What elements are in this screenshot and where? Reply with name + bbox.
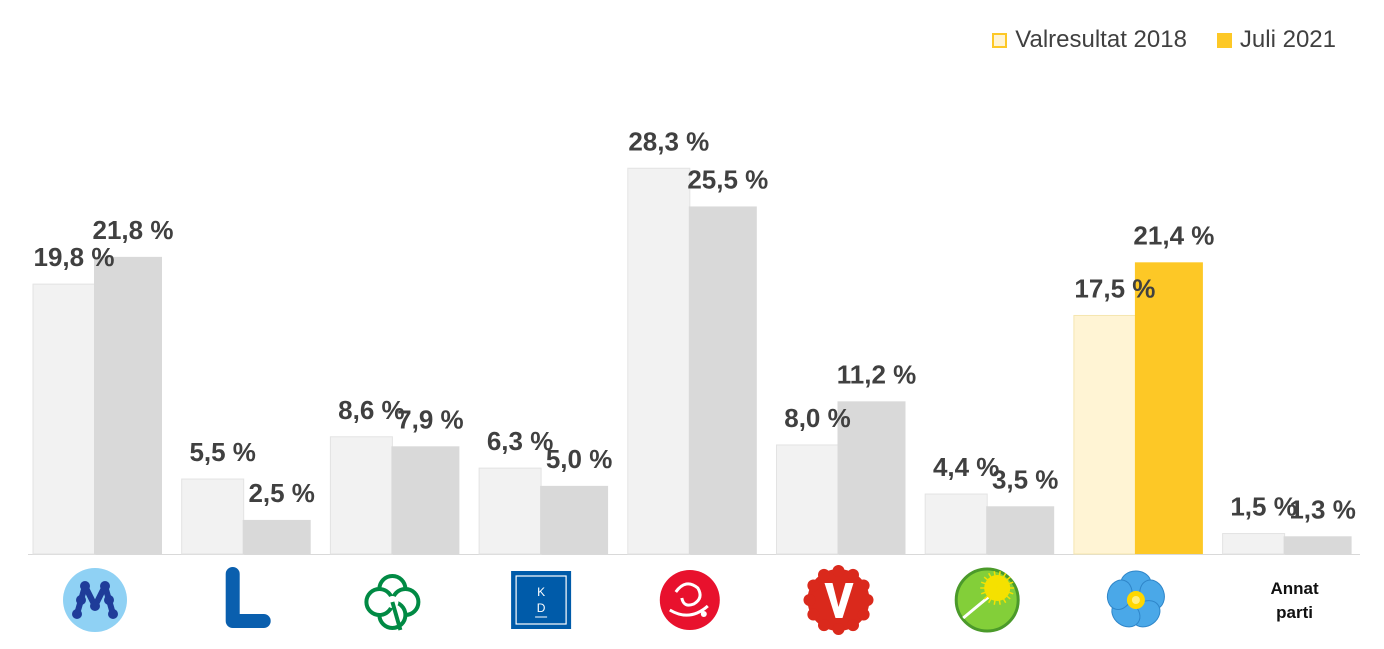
category-label-parti: parti [1276, 603, 1313, 622]
bar-juli-2021-3 [540, 485, 609, 554]
kristdemokraterna-logo-icon: KD [511, 571, 572, 629]
legend-swatch-juli-2021 [1216, 32, 1232, 48]
bar-group-4: 28,3 % 25,5 % [627, 126, 768, 555]
bar-group-8: 1,5 %1,3 % [1222, 492, 1356, 555]
bar-juli-2021-0 [94, 256, 162, 554]
bar-valresultat-2018-6 [924, 493, 988, 555]
bar-group-3: 6,3 %5,0 % [478, 426, 613, 555]
legend-item-juli-2021: Juli 2021 [1216, 26, 1336, 54]
data-label-valresultat-2018-5: 8,0 % [784, 403, 851, 433]
data-label-juli-2021-1: 2,5 % [248, 478, 315, 508]
legend-label-valresultat-2018: Valresultat 2018 [1015, 26, 1187, 53]
bar-valresultat-2018-5 [776, 444, 839, 555]
bar-juli-2021-4 [688, 206, 757, 554]
legend-swatch-valresultat-2018 [992, 32, 1008, 48]
bar-juli-2021-5 [837, 401, 906, 554]
bar-group-2: 8,6 %7,9 % [329, 395, 464, 555]
bar-valresultat-2018-2 [329, 436, 393, 555]
bar-juli-2021-6 [986, 506, 1055, 554]
centerpartiet-clover-icon [364, 574, 421, 631]
bar-juli-2021-1 [242, 519, 311, 554]
bar-valresultat-2018-4 [627, 167, 691, 555]
bar-valresultat-2018-0 [32, 283, 96, 555]
liberalerna-logo-icon [225, 567, 271, 628]
data-label-juli-2021-6: 3,5 % [992, 464, 1059, 494]
svg-text:K: K [537, 585, 545, 599]
bar-valresultat-2018-7 [1073, 314, 1137, 555]
bar-juli-2021-7 [1134, 262, 1203, 554]
data-label-juli-2021-0: 21,8 % [93, 215, 174, 245]
socialdemokraterna-rose-icon [659, 570, 720, 630]
data-label-valresultat-2018-7: 17,5 % [1074, 273, 1155, 303]
legend-item-valresultat-2018: Valresultat 2018 [992, 26, 1187, 54]
data-label-juli-2021-3: 5,0 % [546, 444, 613, 474]
bar-group-0: 19,8 %21,8 % [32, 215, 174, 555]
bar-juli-2021-2 [391, 446, 460, 554]
bar-group-5: 8,0 % 11,2 % [776, 359, 917, 555]
data-label-juli-2021-2: 7,9 % [397, 404, 464, 434]
data-label-valresultat-2018-6: 4,4 % [933, 452, 1000, 482]
bar-valresultat-2018-3 [478, 467, 542, 555]
legend-label-juli-2021: Juli 2021 [1239, 26, 1336, 53]
miljopartiet-dandelion-icon [954, 567, 1020, 633]
category-label-annat: Annat [1271, 579, 1320, 598]
data-label-juli-2021-7: 21,4 % [1133, 220, 1214, 250]
data-label-juli-2021-8: 1,3 % [1289, 494, 1356, 524]
moderaterna-logo-icon [63, 568, 127, 632]
bar-group-1: 5,5 % 2,5 % [181, 437, 315, 555]
data-label-valresultat-2018-4: 28,3 % [628, 126, 709, 156]
bar-valresultat-2018-1 [181, 478, 245, 555]
bar-group-6: 4,4 %3,5 % [924, 452, 1059, 555]
legend: Valresultat 2018 Juli 2021 [962, 26, 1336, 54]
data-label-valresultat-2018-8: 1,5 % [1230, 492, 1297, 522]
data-label-valresultat-2018-0: 19,8 % [34, 242, 115, 272]
bar-juli-2021-8 [1283, 536, 1352, 554]
bar-valresultat-2018-8 [1222, 533, 1286, 555]
data-label-juli-2021-5: 11,2 % [837, 359, 917, 389]
svg-text:D: D [537, 601, 546, 615]
sverigedemokraterna-flower-icon [1106, 570, 1165, 628]
data-label-juli-2021-4: 25,5 % [687, 164, 768, 194]
data-label-valresultat-2018-2: 8,6 % [338, 395, 405, 425]
vansterpartiet-logo-icon [803, 565, 874, 635]
category-label-8: Annat parti [1271, 579, 1320, 622]
data-label-valresultat-2018-1: 5,5 % [189, 437, 256, 467]
bar-group-7: 17,5 % 21,4 % [1073, 220, 1214, 555]
data-label-valresultat-2018-3: 6,3 % [487, 426, 554, 456]
